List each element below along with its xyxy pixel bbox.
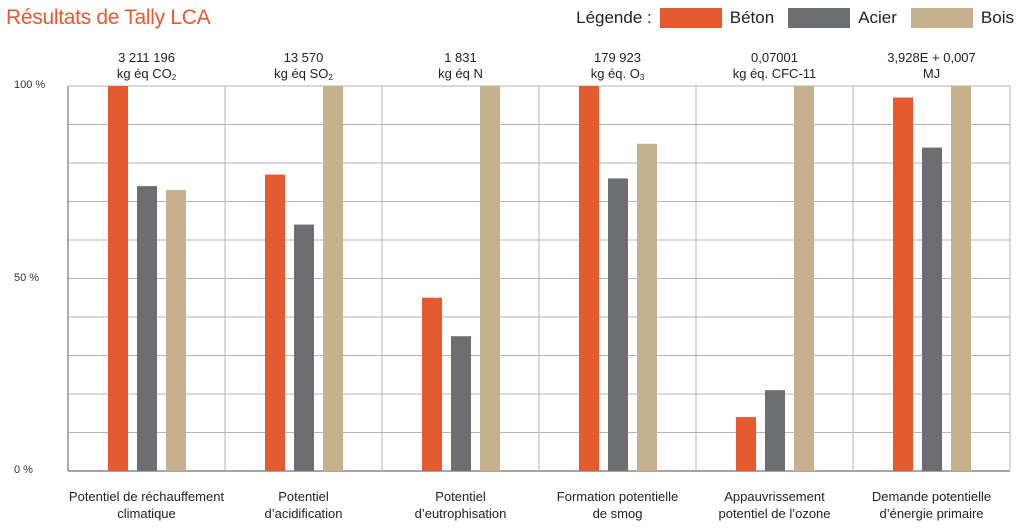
category-label-line: d’eutrophisation <box>414 506 507 521</box>
header-value: 3 211 196 <box>118 50 175 65</box>
category-label-line: de smog <box>592 506 643 521</box>
legend-swatch-acier <box>788 8 851 28</box>
category-label-line: Potentiel <box>278 489 329 504</box>
header-value: 179 923 <box>594 50 641 65</box>
column-header: 0,07001 kg éq. CFC-11 <box>700 50 850 82</box>
header-unit-main: kg éq CO <box>116 66 172 81</box>
category-label-line: climatique <box>117 506 176 521</box>
bar-bois-5 <box>794 86 814 471</box>
category-label-line: Potentiel <box>435 489 486 504</box>
legend-swatch-bois <box>910 8 973 28</box>
category-label-line: d’acidification <box>264 506 343 521</box>
header-unit: MJ <box>857 66 1007 82</box>
legend: Légende : Béton Acier Bois <box>576 8 1014 28</box>
header-value: 1 831 <box>444 50 477 65</box>
header-value: 0,07001 <box>751 50 798 65</box>
bar-bois-2 <box>323 86 343 471</box>
header-unit-subscript: 3 <box>639 73 645 82</box>
header-unit-subscript: 2 <box>328 73 333 82</box>
legend-swatch-beton <box>659 8 722 28</box>
bar-beton-6 <box>893 97 913 472</box>
category-label: Potentiel d’eutrophisation <box>381 488 541 522</box>
category-label-line: Potentiel de réchauffement <box>68 489 225 504</box>
y-tick-label: 50 % <box>14 271 40 284</box>
category-label: Demande potentielle d’énergie primaire <box>852 488 1012 522</box>
header-unit-subscript: 2 <box>171 73 177 82</box>
bar-bois-6 <box>951 86 971 471</box>
column-header: 1 831 kg éq N <box>386 50 536 82</box>
header-unit-main: kg éq N <box>438 66 483 81</box>
header-unit-main: kg éq SO <box>274 66 329 81</box>
bar-beton-2 <box>265 174 285 472</box>
header-unit: kg éq. O3 <box>543 66 693 86</box>
header-unit: kg éq CO2 <box>72 66 222 86</box>
bar-beton-5 <box>736 417 756 471</box>
header-unit: kg éq SO2 <box>229 66 379 86</box>
category-label-line: potentiel de l’ozone <box>718 506 831 521</box>
column-header: 179 923 kg éq. O3 <box>543 50 693 86</box>
category-label-line: d’énergie primaire <box>879 506 984 521</box>
category-label: Formation potentielle de smog <box>538 488 698 522</box>
column-header: 3,928E + 0,007 MJ <box>857 50 1007 82</box>
category-label: Potentiel de réchauffement climatique <box>67 488 227 522</box>
bar-acier-6 <box>922 147 942 471</box>
bar-acier-2 <box>294 224 314 471</box>
header-value: 13 570 <box>283 50 324 65</box>
column-header: 13 570 kg éq SO2 <box>229 50 379 86</box>
category-label: Potentiel d’acidification <box>224 488 384 522</box>
legend-label: Légende : <box>576 8 652 27</box>
header-unit-main: kg éq. CFC-11 <box>732 66 817 81</box>
category-label-line: Formation potentielle <box>556 489 679 504</box>
bar-acier-5 <box>765 390 785 471</box>
category-label: Appauvrissement potentiel de l’ozone <box>695 488 855 522</box>
bar-acier-4 <box>608 178 628 471</box>
y-tick-label: 100 % <box>14 79 46 91</box>
bar-acier-1 <box>137 186 157 471</box>
bar-beton-3 <box>422 297 442 471</box>
category-label-line: Demande potentielle <box>871 489 992 504</box>
bar-bois-3 <box>480 86 500 471</box>
bar-beton-1 <box>108 86 128 471</box>
bar-bois-4 <box>637 143 657 471</box>
column-header: 3 211 196 kg éq CO2 <box>72 50 222 86</box>
y-tick-label: 0 % <box>14 464 33 476</box>
bar-bois-1 <box>166 189 186 471</box>
legend-item-acier: Acier <box>858 8 897 27</box>
legend-item-bois: Bois <box>980 8 1014 27</box>
header-unit: kg éq. CFC-11 <box>700 66 850 82</box>
bar-beton-4 <box>579 86 599 471</box>
header-unit: kg éq N <box>386 66 536 82</box>
header-unit-main: MJ <box>922 66 941 81</box>
bar-acier-3 <box>451 336 471 471</box>
header-unit-main: kg éq. O <box>590 66 640 81</box>
category-label-line: Appauvrissement <box>724 489 825 504</box>
legend-item-beton: Béton <box>729 8 775 27</box>
header-value: 3,928E + 0,007 <box>887 50 976 65</box>
chart-title: Résultats de Tally LCA <box>6 6 211 29</box>
